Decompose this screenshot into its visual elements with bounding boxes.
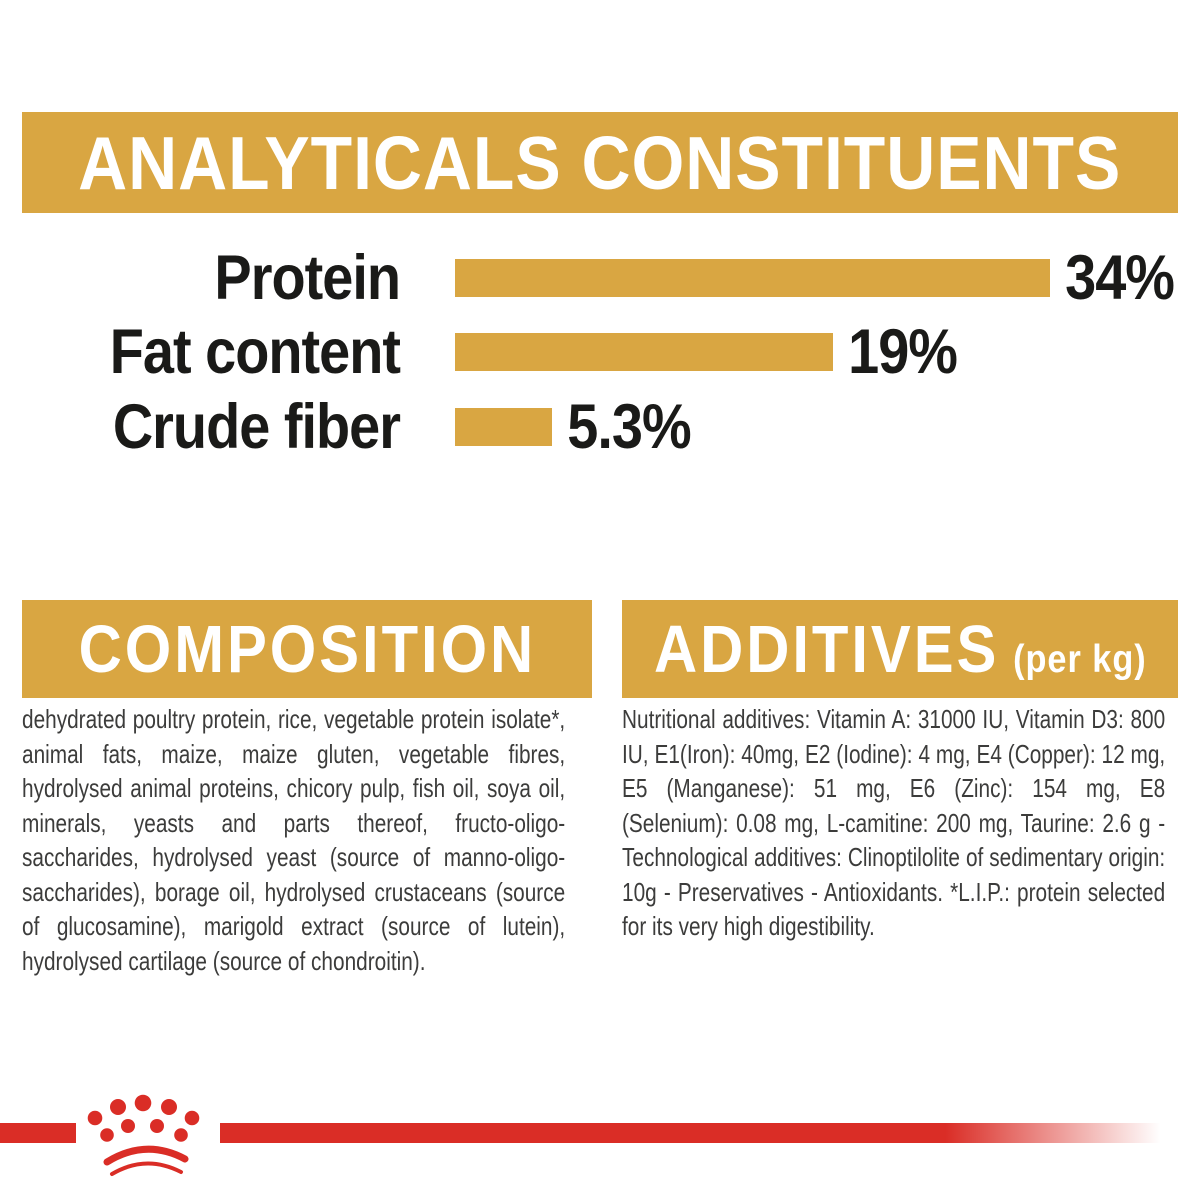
composition-title: COMPOSITION — [78, 611, 536, 687]
chart-bar — [455, 259, 1050, 297]
chart-value: 5.3% — [567, 391, 691, 463]
brand-divider-left — [0, 1123, 76, 1143]
chart-row-label: Fat content — [109, 316, 401, 388]
royal-canin-crown-icon — [87, 1094, 200, 1176]
chart-bar — [455, 408, 552, 446]
chart-row-fat-content: Fat content 19% — [0, 314, 1200, 390]
additives-title: ADDITIVES — [653, 611, 999, 687]
additives-body: Nutritional additives: Vitamin A: 31000 … — [622, 704, 1166, 941]
chart-bar — [455, 333, 833, 371]
composition-body: dehydrated poultry protein, rice, vegeta… — [22, 704, 566, 976]
chart-row-protein: Protein 34% — [0, 240, 1200, 316]
chart-value: 34% — [1065, 242, 1175, 314]
analyticals-banner: ANALYTICALS CONSTITUENTS — [22, 112, 1178, 213]
chart-row-label: Crude fiber — [112, 391, 401, 463]
additives-per-kg-label: (per kg) — [1012, 638, 1147, 681]
composition-section-header: COMPOSITION — [22, 600, 592, 698]
chart-value: 19% — [848, 316, 958, 388]
brand-divider-right — [220, 1123, 1200, 1143]
analyticals-title: ANALYTICALS CONSTITUENTS — [78, 120, 1122, 205]
chart-row-label: Protein — [214, 242, 401, 314]
additives-section-header: ADDITIVES (per kg) — [622, 600, 1178, 698]
chart-row-crude-fiber: Crude fiber 5.3% — [0, 389, 1200, 465]
